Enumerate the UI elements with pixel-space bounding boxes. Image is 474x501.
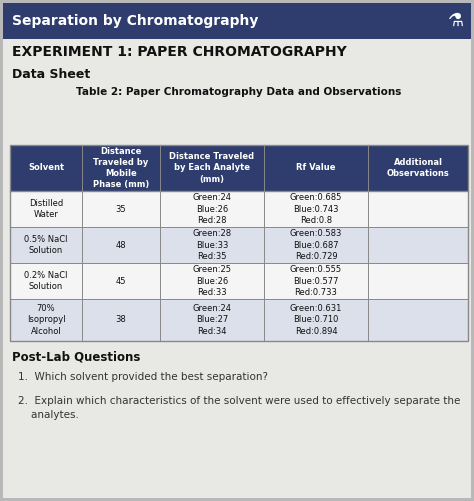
Text: Green:28
Blue:33
Red:35: Green:28 Blue:33 Red:35 bbox=[192, 229, 232, 261]
Text: Distance Traveled
by Each Analyte
(mm): Distance Traveled by Each Analyte (mm) bbox=[169, 152, 255, 183]
Text: analytes.: analytes. bbox=[18, 410, 79, 420]
Text: Green:24
Blue:26
Red:28: Green:24 Blue:26 Red:28 bbox=[192, 193, 231, 224]
Text: Additional
Observations: Additional Observations bbox=[387, 158, 449, 178]
Bar bbox=[10, 227, 468, 263]
Text: Data Sheet: Data Sheet bbox=[12, 68, 90, 81]
Text: 1.  Which solvent provided the best separation?: 1. Which solvent provided the best separ… bbox=[18, 372, 268, 382]
Text: 0.2% NaCl
Solution: 0.2% NaCl Solution bbox=[24, 271, 68, 291]
Text: Rf Value: Rf Value bbox=[296, 163, 336, 172]
Text: Distilled
Water: Distilled Water bbox=[29, 199, 63, 219]
Text: 35: 35 bbox=[116, 204, 126, 213]
Bar bbox=[10, 145, 468, 341]
Text: Green:0.685
Blue:0.743
Red:0.8: Green:0.685 Blue:0.743 Red:0.8 bbox=[290, 193, 342, 224]
Text: Green:24
Blue:27
Red:34: Green:24 Blue:27 Red:34 bbox=[192, 305, 231, 336]
Text: Distance
Traveled by
Mobile
Phase (mm): Distance Traveled by Mobile Phase (mm) bbox=[93, 147, 149, 189]
Text: Solvent: Solvent bbox=[28, 163, 64, 172]
Bar bbox=[10, 263, 468, 299]
Text: 70%
Isopropyl
Alcohol: 70% Isopropyl Alcohol bbox=[27, 305, 65, 336]
Bar bbox=[10, 145, 468, 191]
Bar bbox=[3, 3, 471, 39]
Bar bbox=[10, 299, 468, 341]
Text: EXPERIMENT 1: PAPER CHROMATOGRAPHY: EXPERIMENT 1: PAPER CHROMATOGRAPHY bbox=[12, 45, 347, 59]
Bar bbox=[10, 191, 468, 227]
Text: 38: 38 bbox=[116, 316, 127, 325]
Text: Separation by Chromatography: Separation by Chromatography bbox=[12, 14, 258, 28]
Text: 45: 45 bbox=[116, 277, 126, 286]
Text: Green:0.631
Blue:0.710
Red:0.894: Green:0.631 Blue:0.710 Red:0.894 bbox=[290, 305, 342, 336]
Text: 48: 48 bbox=[116, 240, 126, 249]
Text: ⚗: ⚗ bbox=[448, 12, 464, 30]
Text: Post-Lab Questions: Post-Lab Questions bbox=[12, 351, 140, 364]
Text: Green:25
Blue:26
Red:33: Green:25 Blue:26 Red:33 bbox=[192, 266, 231, 297]
Text: 2.  Explain which characteristics of the solvent were used to effectively separa: 2. Explain which characteristics of the … bbox=[18, 396, 460, 406]
Text: Green:0.555
Blue:0.577
Red:0.733: Green:0.555 Blue:0.577 Red:0.733 bbox=[290, 266, 342, 297]
Text: Green:0.583
Blue:0.687
Red:0.729: Green:0.583 Blue:0.687 Red:0.729 bbox=[290, 229, 342, 261]
Text: Table 2: Paper Chromatography Data and Observations: Table 2: Paper Chromatography Data and O… bbox=[76, 87, 401, 97]
Text: 0.5% NaCl
Solution: 0.5% NaCl Solution bbox=[24, 235, 68, 255]
